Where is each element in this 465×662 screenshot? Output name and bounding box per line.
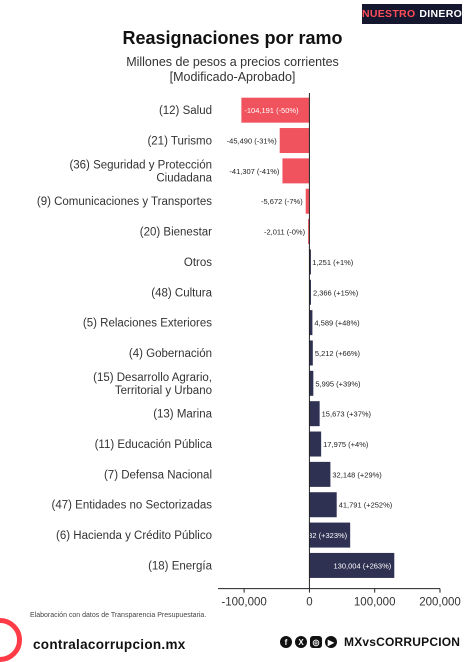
data-label: 32,148 (+29%) xyxy=(332,470,382,479)
data-label: -5,672 (-7%) xyxy=(261,197,303,206)
bar xyxy=(309,401,320,427)
bar-chart: (12) Salud -104,191 (-50%) (21) Turismo -45… xyxy=(37,93,461,609)
bar xyxy=(309,310,313,336)
bar xyxy=(309,492,337,518)
category-label: (13) Marina xyxy=(153,409,212,421)
category-label: Otros xyxy=(184,257,212,269)
x-icon[interactable]: X xyxy=(295,636,307,648)
chart-subtitle: Millones de pesos a precios corrientes [… xyxy=(0,55,465,85)
data-label: -104,191 (-50%) xyxy=(244,106,299,115)
category-label: (18) Energía xyxy=(148,560,213,572)
brand-badge: NUESTRO DINERO xyxy=(362,4,462,24)
bar xyxy=(309,552,395,578)
source-note: Elaboración con datos de Transparencia P… xyxy=(30,612,207,619)
bar xyxy=(308,219,310,245)
social-links: f X ◎ ▶ MXvsCORRUPCION xyxy=(280,635,460,649)
bar xyxy=(309,522,351,548)
category-label: (7) Defensa Nacional xyxy=(104,469,212,481)
bar xyxy=(309,279,311,305)
bar xyxy=(309,461,331,487)
data-label: 4,589 (+48%) xyxy=(314,319,360,328)
chart-title: Reasignaciones por ramo xyxy=(122,28,343,48)
category-label: (12) Salud xyxy=(159,105,212,117)
data-label: 17,975 (+4%) xyxy=(323,440,369,449)
bar xyxy=(241,97,310,123)
bar xyxy=(282,158,310,184)
data-label: -41,307 (-41%) xyxy=(229,167,280,176)
data-label: -2,011 (-0%) xyxy=(264,228,306,237)
category-label: (21) Turismo xyxy=(147,136,212,148)
x-tick-label: 0 xyxy=(306,597,312,609)
data-label: 5,995 (+39%) xyxy=(315,379,361,388)
bar xyxy=(279,128,310,154)
subtitle-line1: Millones de pesos a precios corrientes xyxy=(126,55,339,69)
subtitle-line2: [Modificado-Aprobado] xyxy=(169,70,296,84)
category-label: (9) Comunicaciones y Transportes xyxy=(37,196,212,208)
brand-part1: NUESTRO xyxy=(361,8,416,20)
data-label: 15,673 (+37%) xyxy=(322,410,372,419)
category-label: (48) Cultura xyxy=(151,287,212,299)
data-label: 41,791 (+252%) xyxy=(339,501,393,510)
category-label: (4) Gobernación xyxy=(129,348,212,360)
bar xyxy=(309,249,311,275)
instagram-icon[interactable]: ◎ xyxy=(310,636,322,648)
x-tick-label: 100,000 xyxy=(354,597,396,609)
facebook-icon[interactable]: f xyxy=(280,636,292,648)
data-label: 1,251 (+1%) xyxy=(312,258,354,267)
bar xyxy=(309,370,314,396)
data-label: 5,212 (+66%) xyxy=(315,349,361,358)
brand-part2: DINERO xyxy=(419,8,463,20)
category-label: (47) Entidades no Sectorizadas xyxy=(52,500,213,512)
category-label: (36) Seguridad y Protección Ciudadana xyxy=(69,159,212,184)
data-label: 2,366 (+15%) xyxy=(313,288,359,297)
category-label: (15) Desarrollo Agrario, Territorial y Ur… xyxy=(93,372,212,397)
social-handle[interactable]: MXvsCORRUPCION xyxy=(344,635,461,649)
data-label: 62,432 (+323%) xyxy=(294,531,348,540)
youtube-icon[interactable]: ▶ xyxy=(325,636,337,648)
bar xyxy=(309,340,313,366)
category-label: (5) Relaciones Exteriores xyxy=(83,318,212,330)
category-label: (20) Bienestar xyxy=(140,227,212,239)
x-tick-label: 200,000 xyxy=(419,597,461,609)
x-tick-label: -100,000 xyxy=(221,597,266,609)
data-label: -45,490 (-31%) xyxy=(227,137,278,146)
footer-url[interactable]: contralacorrupcion.mx xyxy=(33,637,186,652)
category-label: (11) Educación Pública xyxy=(95,439,213,451)
bar xyxy=(309,431,322,457)
data-label: 130,004 (+263%) xyxy=(334,561,392,570)
bar xyxy=(305,188,310,214)
decorative-ring xyxy=(0,618,22,662)
category-label: (6) Hacienda y Crédito Público xyxy=(56,530,212,542)
